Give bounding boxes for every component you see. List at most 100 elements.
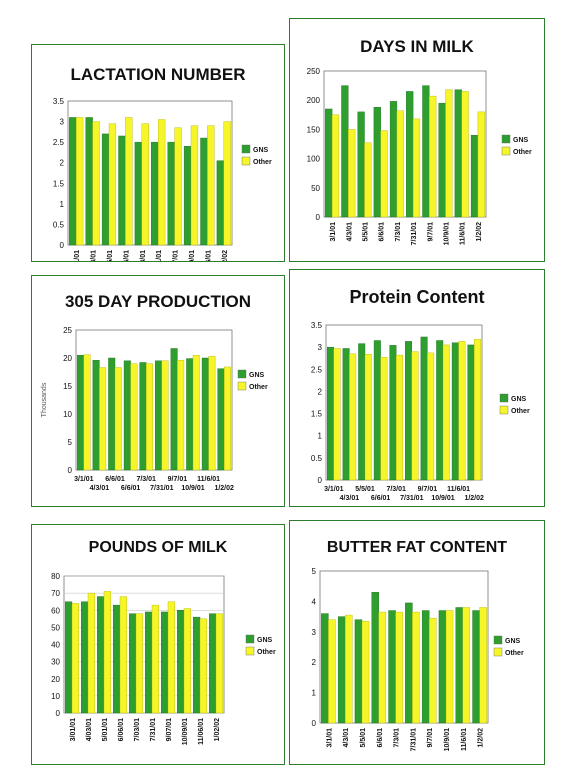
- y-tick-label: 2.5: [311, 365, 323, 374]
- bar-other: [461, 91, 469, 218]
- y-tick-label: 3.5: [53, 97, 65, 106]
- y-tick-label: 1.5: [311, 410, 323, 419]
- y-tick-label: 20: [51, 675, 60, 684]
- bar-gns: [65, 601, 73, 714]
- y-tick-label: 150: [307, 125, 321, 134]
- panel-pounds-of-milk: POUNDS OF MILK 0 10 20 30 40 50 60 70 80 3/01/01 4…: [31, 524, 285, 765]
- bar-other: [223, 121, 231, 246]
- bar-gns: [134, 141, 143, 246]
- bar-gns: [354, 619, 363, 724]
- legend-swatch: [245, 646, 255, 656]
- bar-gns: [467, 344, 475, 481]
- legend-label: GNS: [513, 137, 529, 144]
- bar-gns: [357, 111, 365, 218]
- x-tick-label: 10/09/01: [182, 718, 189, 745]
- bar-gns: [389, 101, 398, 218]
- bar-gns: [455, 607, 464, 724]
- bar-gns: [113, 604, 121, 714]
- plot-area: 0 1 2 3 4 5 3/1/01 4/3/01 5/5/01 6/6/01 7/3/01 7/31…: [312, 567, 524, 751]
- y-tick-label: 0.5: [53, 220, 65, 229]
- bar-gns: [177, 610, 185, 714]
- bar-other: [380, 130, 388, 218]
- plot-area: 0 5 10 15 20 25 Thousands 3/1/01 4/3/01 6/6/01 6/6…: [41, 326, 268, 492]
- bar-other: [190, 125, 199, 246]
- x-tick-label: 3/1/01: [326, 728, 333, 748]
- x-tick-label: 6/6/01: [377, 728, 384, 748]
- x-tick-label: 10/9/01: [181, 485, 204, 492]
- bar-other: [445, 610, 454, 724]
- bar-other: [458, 341, 466, 481]
- y-tick-label: 20: [63, 354, 72, 363]
- bar-gns: [183, 146, 192, 246]
- x-tick-label: 3/1/01: [324, 486, 344, 493]
- y-tick-label: 70: [51, 589, 60, 598]
- x-tick-label: 1/2/02: [464, 495, 484, 502]
- x-tick-label: 4/03/01: [86, 718, 93, 741]
- bar-other: [333, 348, 341, 481]
- legend-swatch: [245, 634, 255, 644]
- bar-other: [378, 611, 387, 724]
- bar-other: [473, 338, 481, 481]
- legend-label: Other: [249, 384, 268, 391]
- x-tick-label: 7/03/01: [134, 718, 141, 741]
- legend-swatch: [241, 156, 251, 166]
- y-tick-label: 25: [63, 326, 72, 335]
- x-tick-label: 4/3/01: [343, 728, 350, 748]
- bar-other: [331, 114, 340, 218]
- bar-other: [114, 367, 122, 471]
- y-tick-label: 5: [68, 438, 73, 447]
- y-tick-label: 200: [307, 96, 321, 105]
- y-tick-label: 15: [63, 382, 72, 391]
- legend-swatch: [493, 647, 503, 657]
- bar-gns: [388, 610, 396, 724]
- bar-other: [174, 127, 182, 246]
- chart-butterfat: 0 1 2 3 4 5 3/1/01 4/3/01 5/5/01 6/6/01 7/3/01 7/31…: [312, 567, 524, 751]
- x-tick-label: 11/6/01: [461, 728, 468, 751]
- bar-gns: [92, 360, 100, 471]
- legend-swatch: [499, 393, 509, 403]
- x-tick-label: 10/9/01: [431, 495, 454, 502]
- bar-other: [125, 117, 133, 246]
- legend-label: GNS: [257, 637, 273, 644]
- bar-other: [208, 356, 216, 471]
- bar-gns: [193, 616, 201, 714]
- bar-other: [167, 601, 175, 714]
- y-tick-label: 30: [51, 658, 60, 667]
- bar-gns: [85, 117, 93, 246]
- y-tick-label: 3.5: [311, 321, 323, 330]
- bar-other: [445, 89, 453, 218]
- panel-butter-fat-content: BUTTER FAT CONTENT 0 1 2 3 4 5 3/1/01 4/3/01 5/5…: [289, 520, 545, 765]
- y-tick-label: 3: [312, 628, 317, 637]
- bar-other: [76, 117, 84, 246]
- x-tick-label: 7/31/01: [411, 222, 418, 245]
- x-tick-label: 4/3/01: [340, 495, 360, 502]
- bar-gns: [341, 85, 349, 218]
- chart-title: POUNDS OF MILK: [88, 539, 228, 556]
- chart-title: 305 DAY PRODUCTION: [64, 292, 252, 311]
- x-tick-label: 6/6/01: [105, 476, 125, 483]
- chart-days: 0 50 100 150 200 250 3/1/01 4/3/01 5/5/01 6/6/01 7…: [307, 67, 532, 245]
- x-tick-label: 10/9/01: [444, 728, 451, 751]
- bar-gns: [405, 341, 413, 481]
- bar-other: [135, 613, 143, 714]
- x-tick-label: 5/5/01: [360, 728, 367, 748]
- bar-gns: [325, 108, 333, 218]
- y-tick-label: 10: [51, 692, 60, 701]
- bar-other: [87, 592, 95, 714]
- x-tick-label: 6/6/01: [121, 485, 141, 492]
- legend-swatch: [493, 635, 503, 645]
- y-tick-label: 4: [312, 597, 317, 606]
- y-tick-label: 1: [312, 689, 317, 698]
- x-tick-label: 1/2/02: [478, 728, 485, 748]
- panel-305-day-production: 305 DAY PRODUCTION 0 5 10 15 20 25 Thousands 3/…: [31, 275, 285, 507]
- bar-other: [71, 603, 79, 714]
- bar-other: [345, 614, 353, 724]
- bar-gns: [472, 610, 480, 724]
- bar-gns: [217, 368, 225, 471]
- legend-swatch: [501, 146, 511, 156]
- bar-gns: [451, 342, 459, 481]
- bar-gns: [371, 592, 380, 724]
- x-tick-label: 10/09/01: [189, 250, 196, 261]
- x-tick-label: 9/7/01: [418, 486, 438, 493]
- chart-production: 0 5 10 15 20 25 Thousands 3/1/01 4/3/01 6/6/01 6/6…: [41, 326, 268, 492]
